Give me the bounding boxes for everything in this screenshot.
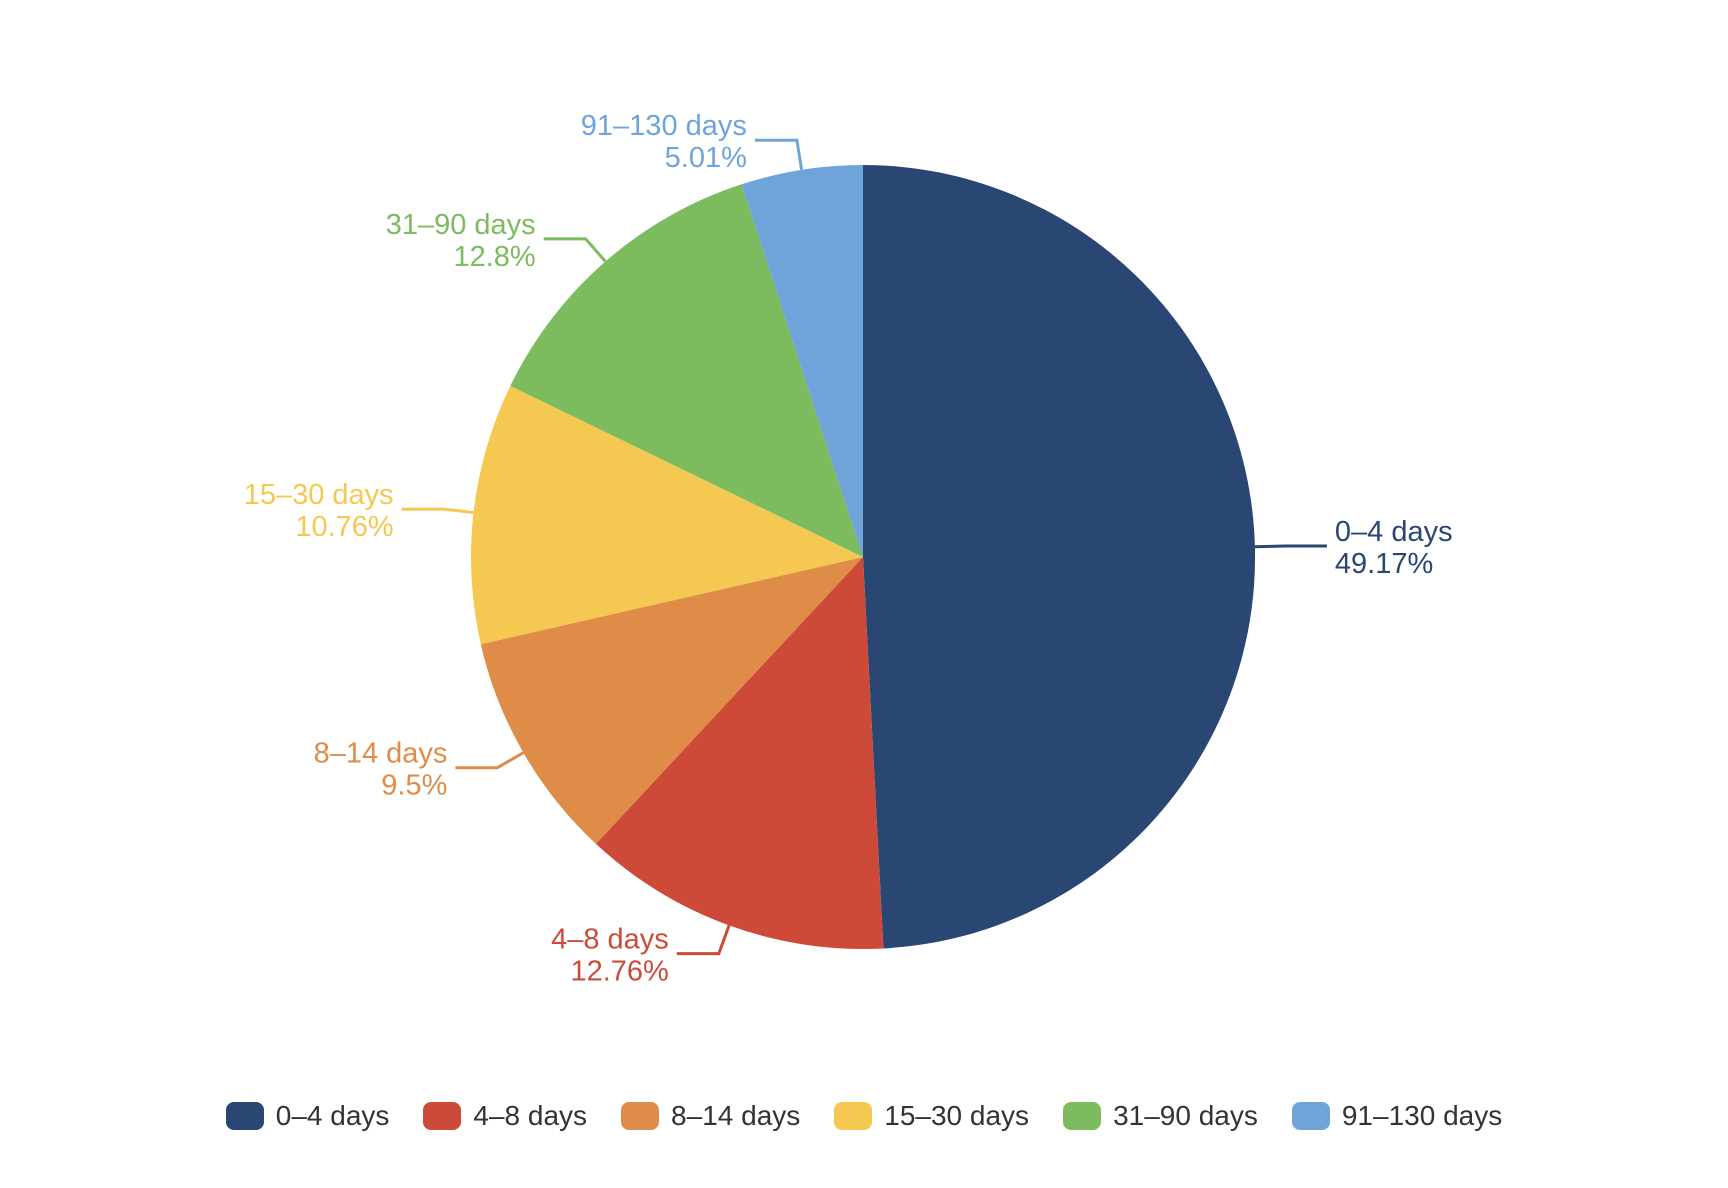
legend-swatch-4-8-days xyxy=(423,1102,462,1130)
slice-label-percent-8-14-days: 9.5% xyxy=(381,770,447,802)
legend-item-8-14-days[interactable]: 8–14 days xyxy=(621,1100,800,1132)
legend-label-91-130-days: 91–130 days xyxy=(1341,1100,1503,1131)
label-leader-line-91-130-days xyxy=(754,138,804,171)
pie-slice-91-130-days[interactable] xyxy=(741,165,863,557)
legend-item-4-8-days[interactable]: 4–8 days xyxy=(423,1100,587,1132)
pie-slice-4-8-days[interactable] xyxy=(595,557,884,950)
legend-label-0-4-days: 0–4 days xyxy=(275,1100,390,1131)
legend-swatch-91-130-days xyxy=(1291,1102,1330,1130)
slice-label-percent-31-90-days: 12.8% xyxy=(453,241,535,273)
legend-swatch-8-14-days xyxy=(621,1102,660,1130)
pie-slice-8-14-days[interactable] xyxy=(480,557,863,844)
legend-swatch-0-4-days xyxy=(225,1102,264,1130)
label-leader-line-4-8-days xyxy=(676,924,731,956)
legend-label-15-30-days: 15–30 days xyxy=(884,1100,1030,1131)
legend-label-4-8-days: 4–8 days xyxy=(473,1100,588,1131)
legend-swatch-15-30-days xyxy=(834,1102,873,1130)
slice-label-name-31-90-days: 31–90 days xyxy=(386,209,536,241)
legend-label-31-90-days: 31–90 days xyxy=(1113,1100,1258,1131)
label-leader-line-15-30-days xyxy=(401,507,474,514)
legend-item-91-130-days[interactable]: 91–130 days xyxy=(1291,1100,1503,1132)
slice-label-percent-0-4-days: 49.17% xyxy=(1335,548,1433,580)
label-leader-line-0-4-days xyxy=(1254,544,1327,549)
legend-item-0-4-days[interactable]: 0–4 days xyxy=(225,1100,390,1132)
slice-label-name-91-130-days: 91–130 days xyxy=(581,110,747,142)
slice-label-percent-4-8-days: 12.76% xyxy=(570,956,668,988)
legend-item-15-30-days[interactable]: 15–30 days xyxy=(834,1100,1029,1132)
slice-label-percent-15-30-days: 10.76% xyxy=(295,511,393,543)
legend-swatch-31-90-days xyxy=(1063,1102,1102,1130)
slice-label-name-15-30-days: 15–30 days xyxy=(244,479,394,511)
label-leader-line-8-14-days xyxy=(455,751,525,770)
label-leader-line-31-90-days xyxy=(543,237,607,263)
pie-slice-0-4-days[interactable] xyxy=(863,164,1256,949)
pie-slice-15-30-days[interactable] xyxy=(471,385,863,645)
legend-item-31-90-days[interactable]: 31–90 days xyxy=(1063,1100,1258,1132)
legend-label-8-14-days: 8–14 days xyxy=(671,1100,801,1131)
slice-label-name-4-8-days: 4–8 days xyxy=(551,924,669,956)
slice-label-name-0-4-days: 0–4 days xyxy=(1335,516,1453,548)
pie-slice-31-90-days[interactable] xyxy=(510,184,863,557)
legend: 0–4 days 4–8 days 8–14 days 15–30 days 31–90… xyxy=(0,1100,1728,1132)
slice-label-percent-91-130-days: 5.01% xyxy=(665,142,747,174)
slice-label-name-8-14-days: 8–14 days xyxy=(314,738,448,770)
